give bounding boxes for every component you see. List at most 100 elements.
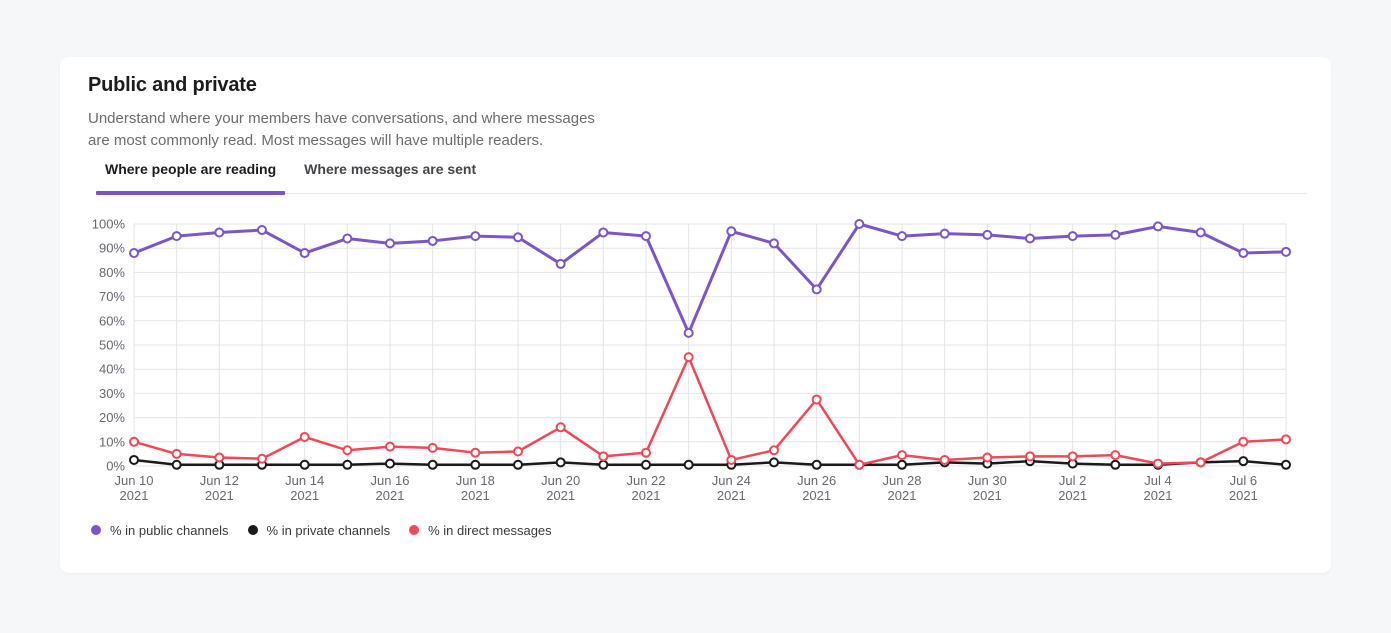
data-point[interactable]	[811, 459, 822, 470]
data-point[interactable]	[171, 231, 182, 242]
data-point[interactable]	[171, 448, 182, 459]
x-axis-tick-label-date: Jun 26	[797, 473, 836, 488]
data-point[interactable]	[513, 446, 523, 457]
data-point[interactable]	[1281, 459, 1291, 470]
data-point[interactable]	[641, 459, 651, 470]
data-point[interactable]	[726, 454, 737, 465]
data-point[interactable]	[1110, 459, 1121, 470]
data-point[interactable]	[299, 431, 310, 442]
data-point[interactable]	[129, 436, 139, 447]
legend-item-private-channels: % in private channels	[247, 522, 391, 538]
x-axis-tick-label-year: 2021	[1058, 488, 1087, 503]
data-point[interactable]	[427, 459, 438, 470]
legend-label: % in public channels	[110, 522, 229, 538]
x-axis-tick-label-date: Jun 16	[370, 473, 409, 488]
data-point[interactable]	[769, 457, 779, 468]
x-axis-tick-label-date: Jun 14	[285, 473, 324, 488]
data-point[interactable]	[598, 227, 609, 238]
data-point[interactable]	[641, 231, 651, 242]
x-axis-tick-label-year: 2021	[376, 488, 405, 503]
data-point[interactable]	[1067, 231, 1078, 242]
data-point[interactable]	[726, 226, 737, 237]
public-channels-legend-dot-icon	[91, 525, 101, 535]
y-axis-tick-label: 60%	[99, 313, 125, 328]
legend-label: % in private channels	[266, 522, 391, 538]
y-axis-tick-label: 40%	[99, 362, 125, 377]
data-point[interactable]	[769, 238, 779, 249]
x-axis-tick-label-date: Jun 30	[968, 473, 1007, 488]
data-point[interactable]	[555, 258, 566, 269]
data-point[interactable]	[214, 452, 225, 463]
data-point[interactable]	[598, 459, 609, 470]
data-point[interactable]	[385, 441, 395, 452]
data-point[interactable]	[129, 248, 139, 259]
data-point[interactable]	[342, 459, 353, 470]
y-axis-tick-label: 90%	[99, 241, 125, 256]
data-point[interactable]	[171, 459, 182, 470]
x-axis-tick-label-date: Jun 22	[626, 473, 665, 488]
card-title: Public and private	[88, 74, 257, 96]
data-point[interactable]	[982, 229, 993, 240]
x-axis-tick-label-year: 2021	[632, 488, 661, 503]
data-point[interactable]	[555, 457, 566, 468]
data-point[interactable]	[897, 231, 907, 242]
data-point[interactable]	[1281, 246, 1291, 257]
data-point[interactable]	[257, 225, 267, 236]
series-line	[132, 355, 1288, 467]
tab-where-messages-are-sent[interactable]: Where messages are sent	[304, 161, 477, 177]
data-point[interactable]	[769, 445, 779, 456]
data-point[interactable]	[513, 459, 523, 470]
data-point[interactable]	[598, 451, 609, 462]
data-point[interactable]	[1153, 458, 1163, 469]
data-point[interactable]	[1238, 436, 1249, 447]
data-point[interactable]	[897, 450, 907, 461]
data-point[interactable]	[513, 232, 523, 243]
data-point[interactable]	[470, 459, 481, 470]
data-point[interactable]	[555, 422, 566, 433]
y-axis-tick-label: 30%	[99, 386, 125, 401]
data-point[interactable]	[683, 352, 694, 363]
data-point[interactable]	[214, 227, 225, 238]
data-point[interactable]	[470, 231, 481, 242]
data-point[interactable]	[1110, 229, 1121, 240]
data-point[interactable]	[129, 454, 139, 465]
data-point[interactable]	[1281, 434, 1291, 445]
data-point[interactable]	[470, 447, 481, 458]
data-point[interactable]	[982, 452, 993, 463]
data-point[interactable]	[1025, 233, 1035, 244]
x-axis-tick-label-date: Jun 12	[200, 473, 239, 488]
x-axis-tick-label-year: 2021	[1144, 488, 1173, 503]
data-point[interactable]	[811, 284, 822, 295]
data-point[interactable]	[299, 248, 310, 259]
data-point[interactable]	[683, 459, 694, 470]
tab-bar: Where people are reading Where messages …	[96, 158, 1307, 195]
data-point[interactable]	[385, 458, 395, 469]
x-axis-tick-label-date: Jun 28	[882, 473, 921, 488]
data-point[interactable]	[939, 454, 950, 465]
data-point[interactable]	[1238, 456, 1249, 467]
tab-where-people-are-reading[interactable]: Where people are reading	[96, 158, 286, 195]
data-point[interactable]	[1067, 451, 1078, 462]
data-point[interactable]	[1238, 248, 1249, 259]
data-point[interactable]	[1025, 451, 1035, 462]
data-point[interactable]	[1110, 450, 1121, 461]
data-point[interactable]	[427, 442, 438, 453]
data-point[interactable]	[342, 233, 353, 244]
data-point[interactable]	[427, 235, 438, 246]
data-point[interactable]	[385, 238, 395, 249]
data-point[interactable]	[257, 453, 267, 464]
y-axis-tick-label: 10%	[99, 434, 125, 449]
data-point[interactable]	[342, 445, 353, 456]
data-point[interactable]	[854, 459, 865, 470]
data-point[interactable]	[1153, 221, 1163, 232]
data-point[interactable]	[299, 459, 310, 470]
data-point[interactable]	[683, 327, 694, 338]
data-point[interactable]	[811, 394, 822, 405]
data-point[interactable]	[897, 459, 907, 470]
data-point[interactable]	[1195, 227, 1206, 238]
data-point[interactable]	[641, 447, 651, 458]
data-point[interactable]	[939, 228, 950, 239]
data-point[interactable]	[1195, 457, 1206, 468]
data-point[interactable]	[854, 219, 865, 229]
